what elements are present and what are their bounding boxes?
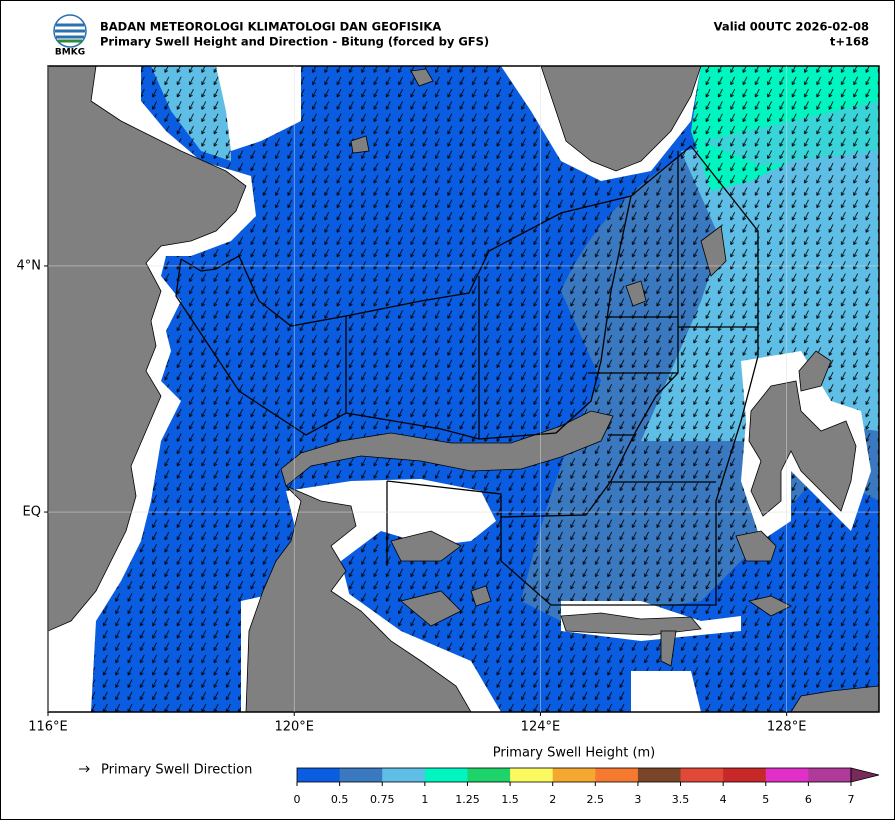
colorbar-segment: [510, 768, 554, 782]
colorbar-tick-label: 0.75: [370, 793, 395, 806]
x-tick-label: 128°E: [767, 720, 807, 735]
y-tick-label: 4°N: [17, 258, 42, 273]
legend-label: Primary Swell Direction: [101, 763, 252, 778]
colorbar-segment: [765, 768, 809, 782]
colorbar-segment: [552, 768, 596, 782]
colorbar-extend: [850, 767, 880, 783]
x-tick-label: 116°E: [28, 720, 68, 735]
x-tick-label: 120°E: [274, 720, 314, 735]
colorbar-segment: [382, 768, 426, 782]
valid-time: Valid 00UTC 2026-02-08: [714, 20, 869, 34]
map: [48, 66, 879, 712]
colorbar-segment: [424, 768, 468, 782]
legend: Primary Swell Direction: [79, 763, 252, 778]
colorbar-segment: [297, 768, 341, 782]
agency: BADAN METEOROLOGI KLIMATOLOGI DAN GEOFIS…: [100, 20, 441, 34]
colorbar-frame: [296, 767, 852, 783]
colorbar-tick-label: 4: [720, 793, 727, 806]
colorbar-segment: [595, 768, 639, 782]
colorbar-tick-label: 0: [294, 793, 301, 806]
colorbar-segment: [339, 768, 383, 782]
lead-time: t+168: [830, 35, 869, 49]
colorbar-tick-label: 7: [848, 793, 855, 806]
colorbar-tick-label: 1: [421, 793, 428, 806]
logo-text: BMKG: [55, 48, 85, 58]
colorbar-segment: [467, 768, 511, 782]
colorbar-segment: [808, 768, 852, 782]
colorbar-segment: [723, 768, 767, 782]
y-tick-label: EQ: [23, 505, 41, 520]
region-borders: [175, 145, 759, 606]
colorbar-tick-label: 3.5: [672, 793, 690, 806]
colorbar-tick-label: 2: [549, 793, 556, 806]
logo: BMKG: [53, 14, 87, 58]
colorbar-tick-label: 1.25: [455, 793, 480, 806]
colorbar-tick-label: 5: [762, 793, 769, 806]
title: Primary Swell Height and Direction - Bit…: [100, 35, 489, 49]
colorbar-segment: [680, 768, 724, 782]
colorbar-segment: [637, 768, 682, 782]
colorbar-tick-label: 3: [634, 793, 641, 806]
x-tick-label: 124°E: [521, 720, 561, 735]
land: [48, 66, 879, 712]
colorbar-tick-label: 2.5: [587, 793, 605, 806]
colorbar-tick-label: 6: [805, 793, 812, 806]
colorbar-tick-label: 1.5: [501, 793, 519, 806]
colorbar-tick-label: 0.5: [331, 793, 349, 806]
colorbar-label: Primary Swell Height (m): [493, 746, 656, 761]
legend-arrow: [79, 765, 90, 773]
